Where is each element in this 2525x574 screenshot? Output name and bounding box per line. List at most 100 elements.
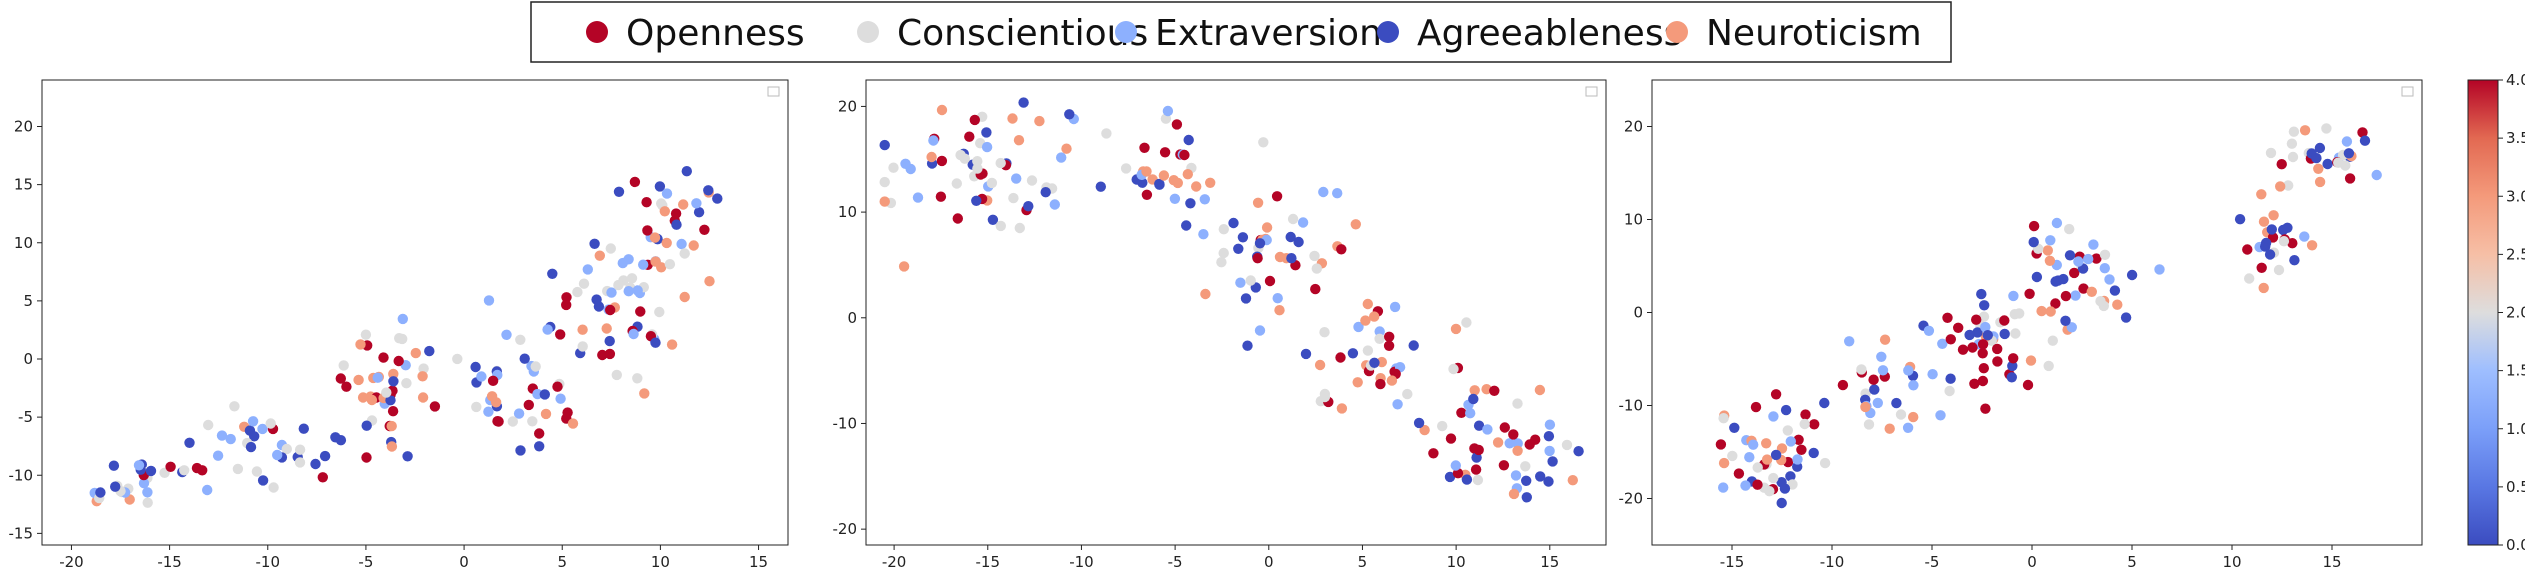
scatter-point	[2051, 217, 2063, 229]
scatter-point	[257, 423, 268, 435]
x-tick-label: -15	[1720, 553, 1745, 571]
scatter-point	[487, 375, 499, 386]
scatter-point	[1512, 445, 1523, 456]
scatter-point	[1782, 425, 1794, 436]
x-tick-label: 10	[2222, 553, 2241, 571]
scatter-point	[1972, 327, 1983, 338]
scatter-point	[515, 334, 526, 345]
scatter-point	[1287, 213, 1299, 225]
scatter-point	[1561, 439, 1573, 451]
scatter-point	[1300, 348, 1312, 360]
scatter-point	[1508, 488, 1520, 500]
scatter-point	[1018, 97, 1029, 108]
scatter-point	[1902, 422, 1914, 433]
scatter-point	[2044, 255, 2056, 266]
scatter-point	[2286, 138, 2298, 149]
scatter-point	[1023, 201, 1034, 212]
scatter-point	[501, 329, 512, 340]
legend-item-neuroticism: Neuroticism	[1666, 13, 1922, 54]
scatter-points	[89, 166, 723, 508]
scatter-point	[1567, 475, 1579, 486]
scatter-point	[1310, 283, 1321, 295]
scatter-point	[1508, 429, 1519, 440]
scatter-point	[935, 191, 947, 202]
scatter-panel-2: -20 -15 -10 -5 0 5 10 15 -20 -10 0 10 20	[833, 79, 1607, 571]
scatter-point	[2343, 148, 2355, 159]
scatter-point	[523, 399, 534, 411]
scatter-point	[1512, 398, 1523, 409]
scatter-point	[2078, 283, 2089, 294]
plot-frame	[41, 79, 789, 546]
scatter-point	[1237, 232, 1249, 243]
scatter-point	[936, 155, 948, 167]
y-tick-label: 5	[23, 292, 33, 310]
scatter-point	[1169, 193, 1181, 204]
y-tick-label: 15	[14, 176, 33, 194]
scatter-point	[1937, 338, 1948, 349]
y-tick-label: 20	[1624, 118, 1643, 136]
y-tick-label: -10	[9, 466, 34, 484]
scatter-point	[2088, 239, 2099, 250]
scatter-point	[1976, 288, 1987, 300]
scatter-point	[1013, 135, 1025, 146]
scatter-point	[1335, 352, 1346, 363]
scatter-point	[388, 376, 399, 387]
scatter-point	[1785, 436, 1797, 447]
scatter-point	[1718, 457, 1730, 469]
scatter-point	[2333, 157, 2344, 168]
scatter-point	[2267, 232, 2279, 243]
scatter-point	[2268, 210, 2279, 221]
scatter-point	[951, 178, 962, 189]
scatter-point	[355, 339, 366, 350]
scatter-point	[429, 401, 441, 412]
scatter-point	[1450, 323, 1462, 335]
scatter-point	[1444, 471, 1456, 483]
scatter-point	[1470, 464, 1482, 475]
scatter-point	[1350, 219, 1362, 230]
scatter-point	[1141, 166, 1152, 177]
scatter-point	[1768, 472, 1779, 484]
scatter-point	[1999, 315, 2010, 326]
scatter-point	[1205, 177, 1216, 188]
scatter-point	[2112, 299, 2123, 310]
scatter-point	[1770, 449, 1782, 461]
scatter-point	[613, 186, 625, 197]
scatter-point	[1040, 187, 1051, 198]
scatter-point	[656, 198, 667, 209]
scatter-panel-1: -20 -15 -10 -5 0 5 10 15 -15 -10 -5 0 5 10 15 20	[9, 79, 789, 571]
y-tick-label: 0	[23, 350, 33, 368]
scatter-point	[1872, 397, 1884, 409]
scatter-point	[2095, 296, 2106, 307]
scatter-point	[635, 306, 646, 317]
scatter-point	[527, 416, 538, 427]
x-tick-label: 0	[1264, 553, 1274, 571]
scatter-point	[2099, 263, 2110, 274]
scatter-point	[1967, 342, 1978, 353]
scatter-point	[1095, 181, 1107, 192]
scatter-point	[1868, 374, 1879, 385]
colorbar-tick-label: 0.0	[2506, 536, 2525, 554]
scatter-point	[534, 428, 545, 439]
scatter-point	[2031, 271, 2043, 283]
scatter-point	[1347, 348, 1359, 359]
scatter-point	[1935, 410, 1946, 421]
scatter-point	[972, 163, 983, 174]
scatter-point	[2036, 305, 2047, 317]
scatter-point	[1319, 327, 1330, 338]
scatter-point	[319, 450, 331, 462]
scatter-point	[1181, 220, 1192, 231]
scatter-point	[1876, 351, 1887, 362]
scatter-point	[2341, 136, 2353, 147]
scatter-point	[679, 248, 690, 259]
scatter-point	[1374, 326, 1385, 337]
scatter-point	[1191, 181, 1202, 192]
scatter-point	[142, 497, 153, 508]
scatter-point	[2282, 222, 2293, 233]
scatter-point	[1524, 439, 1535, 450]
scatter-point	[1369, 311, 1380, 322]
scatter-point	[670, 208, 682, 219]
scatter-point	[381, 387, 392, 398]
scatter-point	[1982, 330, 1994, 341]
scatter-point	[626, 273, 638, 284]
